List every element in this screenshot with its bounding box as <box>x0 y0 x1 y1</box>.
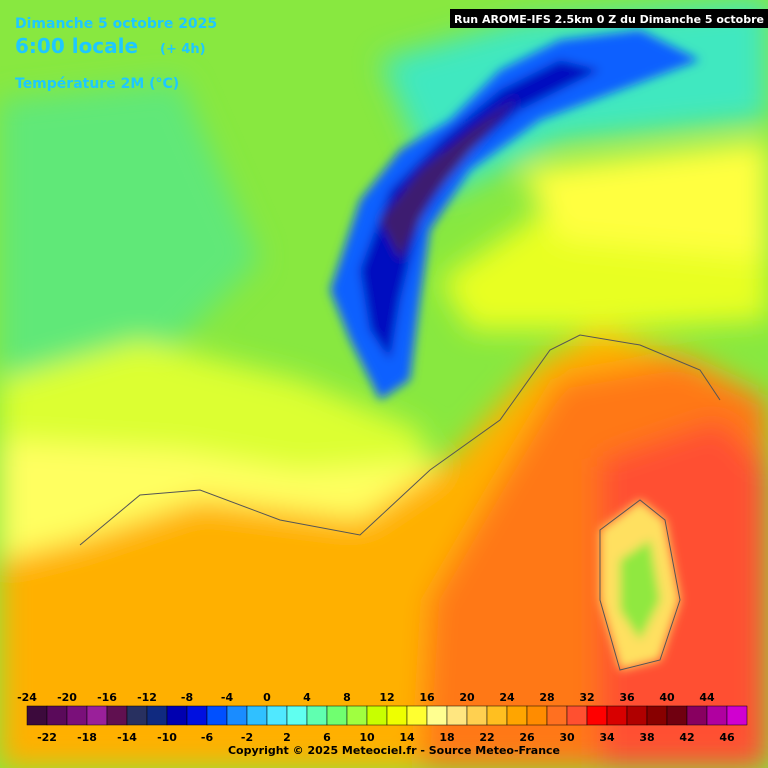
time: 6:00 locale <box>15 34 138 58</box>
legend-swatch <box>306 705 328 726</box>
legend-label: 8 <box>343 691 351 704</box>
legend-label: 24 <box>499 691 515 704</box>
legend-label: -6 <box>201 731 214 744</box>
legend-swatch <box>546 705 568 726</box>
date: Dimanche 5 octobre 2025 <box>15 16 217 32</box>
legend-label: -24 <box>17 691 37 704</box>
legend-label: -22 <box>37 731 57 744</box>
legend-swatch <box>566 705 588 726</box>
legend-swatch <box>66 705 88 726</box>
legend-swatch <box>186 705 208 726</box>
legend-label: -2 <box>241 731 253 744</box>
legend-label: 4 <box>303 691 311 704</box>
legend-swatch <box>386 705 408 726</box>
legend: -24 -20 -16 -12 -8 -4 0 4 8 12 16 20 24 28 32 36 40 44-22… <box>17 691 748 744</box>
legend-swatch <box>586 705 608 726</box>
legend-label: 20 <box>459 691 475 704</box>
legend-label: 18 <box>439 731 454 744</box>
legend-label: 6 <box>323 731 331 744</box>
legend-swatch <box>446 705 468 726</box>
legend-label: 14 <box>399 731 415 744</box>
variable: Température 2M (°C) <box>15 76 179 92</box>
legend-label: 32 <box>579 691 594 704</box>
legend-label: -18 <box>77 731 97 744</box>
legend-swatch <box>46 705 68 726</box>
legend-label: 28 <box>539 691 554 704</box>
legend-label: 30 <box>559 731 575 744</box>
legend-label: 40 <box>659 691 675 704</box>
legend-swatch <box>206 705 228 726</box>
legend-label: 36 <box>619 691 635 704</box>
legend-label: -20 <box>57 691 77 704</box>
legend-label: 0 <box>263 691 271 704</box>
legend-swatch <box>466 705 488 726</box>
legend-swatch <box>86 705 108 726</box>
legend-label: 26 <box>519 731 535 744</box>
legend-label: 16 <box>419 691 435 704</box>
legend-swatch <box>166 705 188 726</box>
legend-swatch <box>506 705 528 726</box>
legend-swatch <box>626 705 648 726</box>
legend-label: 12 <box>379 691 394 704</box>
legend-swatch <box>426 705 448 726</box>
legend-swatch <box>346 705 368 726</box>
legend-swatch <box>646 705 668 726</box>
offset: (+ 4h) <box>160 42 206 57</box>
legend-label: -12 <box>137 691 157 704</box>
legend-swatch <box>706 705 728 726</box>
legend-label: -4 <box>221 691 234 704</box>
legend-swatch <box>726 705 748 726</box>
legend-swatch <box>366 705 388 726</box>
legend-swatch <box>26 705 48 726</box>
copyright: Copyright © 2025 Meteociel.fr - Source M… <box>228 744 560 757</box>
legend-label: 2 <box>283 731 291 744</box>
legend-label: -8 <box>181 691 193 704</box>
legend-swatch <box>126 705 148 726</box>
legend-swatch <box>246 705 268 726</box>
legend-label: 44 <box>699 691 715 704</box>
legend-swatch <box>266 705 288 726</box>
legend-swatch <box>406 705 428 726</box>
legend-swatch <box>526 705 548 726</box>
legend-swatch <box>686 705 708 726</box>
legend-swatch <box>286 705 308 726</box>
legend-label: -10 <box>157 731 177 744</box>
legend-label: -16 <box>97 691 117 704</box>
legend-label: 42 <box>679 731 694 744</box>
legend-label: 34 <box>599 731 615 744</box>
run-banner <box>450 9 768 28</box>
legend-label: 38 <box>639 731 654 744</box>
run-label: Run AROME-IFS 2.5km 0 Z du Dimanche 5 oc… <box>454 13 768 26</box>
legend-label: 22 <box>479 731 494 744</box>
legend-swatch <box>326 705 348 726</box>
legend-swatch <box>226 705 248 726</box>
legend-swatch <box>106 705 128 726</box>
legend-swatch <box>146 705 168 726</box>
legend-swatch <box>606 705 628 726</box>
legend-label: -14 <box>117 731 137 744</box>
legend-label: 46 <box>719 731 735 744</box>
legend-label: 10 <box>359 731 375 744</box>
legend-swatch <box>666 705 688 726</box>
legend-swatch <box>486 705 508 726</box>
